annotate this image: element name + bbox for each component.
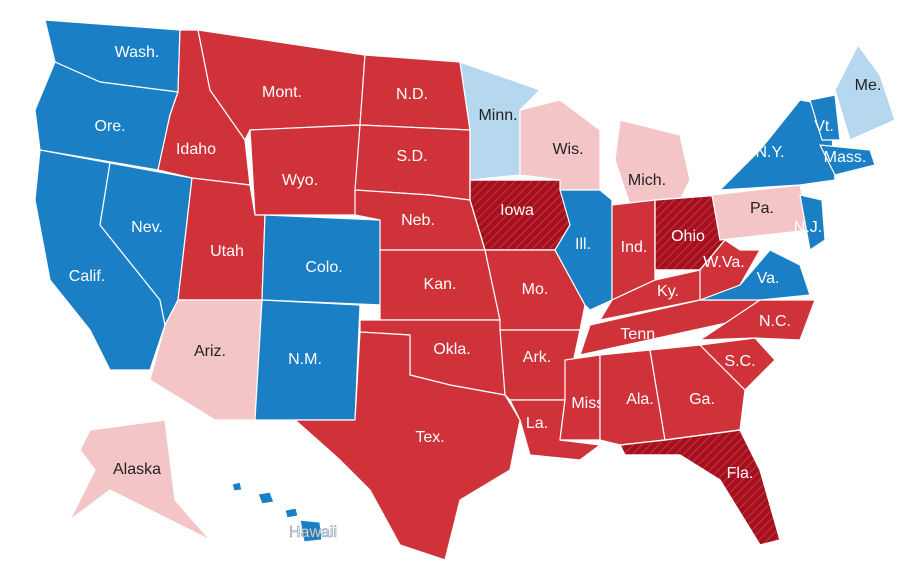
state-label: Va. bbox=[757, 270, 780, 287]
state-label: S.C. bbox=[724, 353, 755, 370]
state-label: N.M. bbox=[288, 351, 322, 368]
state: Tex. bbox=[294, 331, 521, 561]
state: Ohio bbox=[654, 194, 726, 271]
state-shape bbox=[284, 507, 299, 519]
state-label: Tenn. bbox=[620, 326, 659, 343]
state-shape bbox=[614, 119, 691, 206]
state-shape bbox=[649, 344, 746, 441]
state: N.J. bbox=[794, 194, 826, 251]
state-label: Ore. bbox=[94, 118, 125, 135]
state: Ala. bbox=[599, 349, 666, 446]
state-label: Ala. bbox=[626, 391, 654, 408]
state: Alaska bbox=[69, 419, 211, 541]
state-label: Pa. bbox=[750, 200, 774, 217]
state-label: Ariz. bbox=[194, 343, 226, 360]
state: Pa. bbox=[711, 184, 811, 241]
state: Vt. bbox=[809, 94, 841, 141]
state-hatch bbox=[619, 429, 781, 546]
state-label: Wyo. bbox=[282, 172, 318, 189]
state-shape bbox=[799, 194, 826, 251]
state-shape bbox=[699, 299, 816, 341]
state-label: Ark. bbox=[523, 349, 551, 366]
state-label: N.D. bbox=[396, 86, 428, 103]
state-label: Ohio bbox=[671, 228, 705, 245]
state: Wyo. bbox=[249, 124, 361, 216]
state-shape bbox=[554, 189, 613, 311]
state-label: Mich. bbox=[628, 172, 666, 189]
state-shape bbox=[231, 481, 243, 492]
state-label: Ill. bbox=[575, 236, 591, 253]
state: Miss. bbox=[559, 354, 609, 441]
state: N.D. bbox=[359, 54, 471, 131]
state-shape bbox=[294, 331, 521, 561]
state-label: La. bbox=[526, 415, 548, 432]
state-label: Mo. bbox=[522, 281, 549, 298]
state-shape bbox=[809, 94, 841, 141]
state-shape bbox=[257, 491, 275, 505]
state-label: Iowa bbox=[500, 202, 534, 219]
state: N.C. bbox=[699, 299, 816, 341]
state-shape bbox=[69, 419, 211, 541]
state-label: N.Y. bbox=[755, 144, 784, 161]
state-shape bbox=[834, 44, 896, 141]
state-label: N.C. bbox=[759, 313, 791, 330]
state: S.D. bbox=[354, 124, 471, 201]
state: Ark. bbox=[499, 329, 581, 401]
state: Ill. bbox=[554, 189, 613, 311]
state: Neb. bbox=[354, 189, 486, 251]
state-label: S.D. bbox=[396, 148, 427, 165]
state-label: Colo. bbox=[305, 259, 342, 276]
state-label: Nev. bbox=[131, 219, 163, 236]
state-label: Miss. bbox=[571, 395, 608, 412]
state-shape bbox=[819, 144, 876, 176]
state: Iowa bbox=[469, 179, 571, 251]
state: W.Va. bbox=[699, 239, 761, 301]
state: Wis. bbox=[519, 99, 601, 191]
state-shape bbox=[559, 354, 601, 441]
state: Fla. bbox=[619, 429, 781, 546]
state-label: Mont. bbox=[262, 84, 302, 101]
state: N.M. bbox=[254, 299, 361, 421]
state-label: Minn. bbox=[478, 107, 517, 124]
state: Ga. bbox=[649, 344, 746, 441]
state: Hawaii bbox=[231, 481, 337, 543]
state-shape bbox=[299, 519, 323, 543]
state-label: Ind. bbox=[621, 239, 648, 256]
state-label: Wis. bbox=[552, 141, 583, 158]
state: Me. bbox=[834, 44, 896, 141]
state-label: Ga. bbox=[689, 391, 715, 408]
state: Calif. bbox=[34, 149, 166, 371]
state: Colo. bbox=[261, 214, 383, 306]
state-label: Me. bbox=[855, 77, 882, 94]
state-label: Alaska bbox=[113, 461, 161, 478]
state-label: Ky. bbox=[657, 283, 679, 300]
state-label: Tex. bbox=[415, 429, 444, 446]
state: Mich. bbox=[614, 119, 691, 206]
state-label: Utah bbox=[210, 243, 244, 260]
state-label: Idaho bbox=[176, 141, 216, 158]
state-label: Neb. bbox=[401, 212, 435, 229]
state: Wash. bbox=[44, 19, 181, 93]
state-label: Kan. bbox=[424, 276, 457, 293]
state-shape bbox=[177, 177, 266, 301]
state-label: N.J. bbox=[794, 219, 822, 236]
state-label: Mass. bbox=[824, 149, 867, 166]
state-shape bbox=[249, 124, 361, 216]
state-label: Calif. bbox=[69, 268, 105, 285]
state-label: Hawaii bbox=[289, 524, 337, 541]
state-label: W.Va. bbox=[703, 254, 745, 271]
state: Kan. bbox=[379, 249, 501, 321]
state-shape bbox=[699, 337, 776, 391]
state-label: Vt. bbox=[814, 118, 834, 135]
state: Mass. bbox=[819, 144, 876, 176]
state: Ind. bbox=[611, 199, 656, 301]
state-label: Okla. bbox=[433, 341, 470, 358]
state-label: Wash. bbox=[115, 44, 160, 61]
state: S.C. bbox=[699, 337, 776, 391]
state-label: Fla. bbox=[727, 465, 754, 482]
state: Utah bbox=[177, 177, 266, 301]
